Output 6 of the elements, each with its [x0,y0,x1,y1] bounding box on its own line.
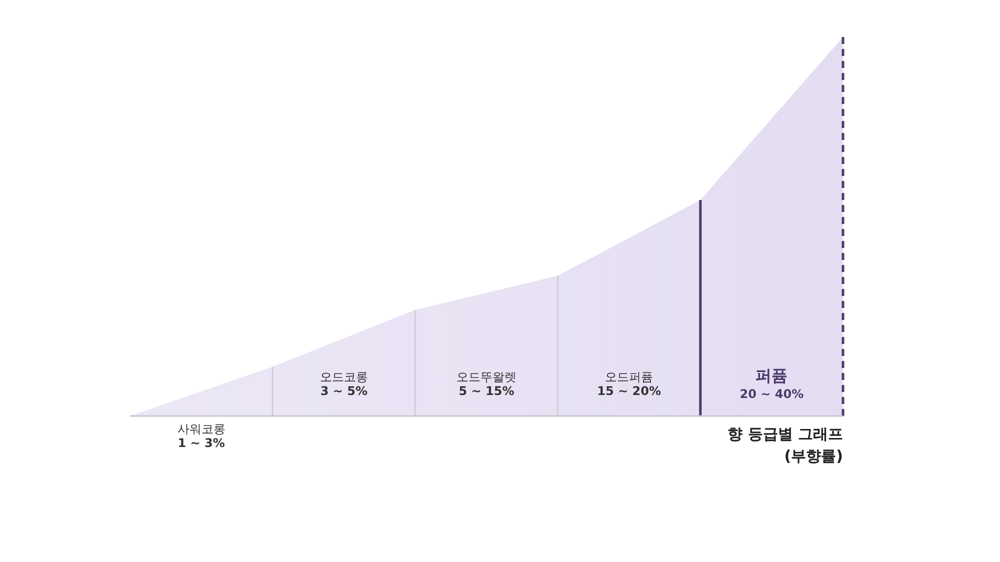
text: 사워코롱 1 ~ 3% [177,422,226,450]
annotation: 퍼퓸 20 ~ 40% [740,366,804,401]
annotation: 오드퍼퓸 15 ~ 20% [597,370,662,398]
annotation: 오드뚜왈렛 5 ~ 15% [456,370,516,398]
annotation: 오드코롱 3 ~ 5% [320,370,368,398]
text: 향 등급별 그래프 (부향률) [728,425,843,465]
